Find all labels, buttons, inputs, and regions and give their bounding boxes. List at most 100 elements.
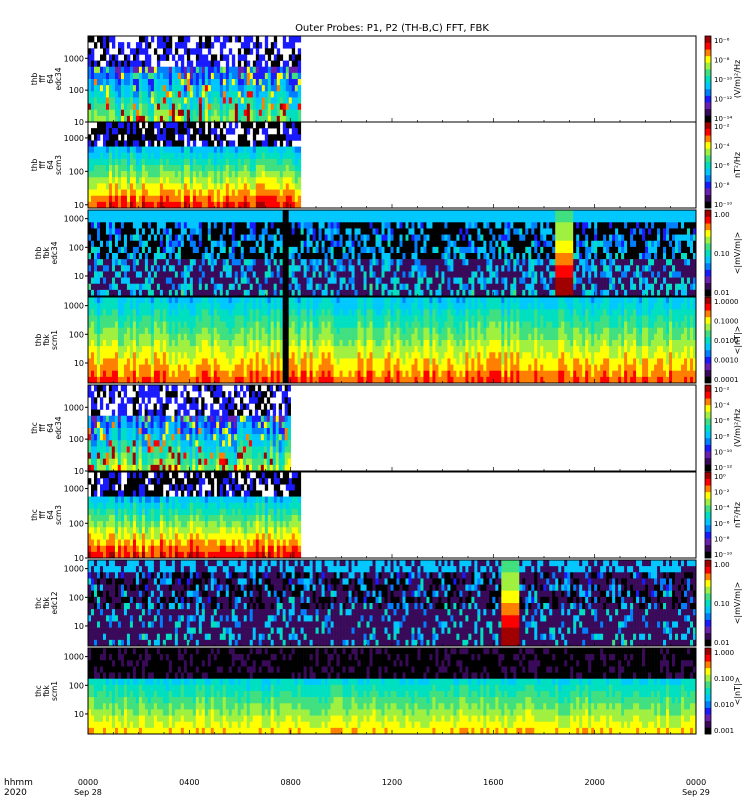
y-tick-label: 100 [69,167,84,176]
y-tick-label: 100 [69,86,84,95]
y-tick-label: 1000 [64,302,84,311]
colorbar-tick-label: 10⁻¹² [714,464,732,472]
x-corner-label-2: 2020 [4,788,27,798]
x-tick-label: 0400 [179,778,199,787]
colorbar-tick-label: 10⁰ [714,473,726,481]
colorbar-unit-label: <|nT|> [733,326,742,355]
y-tick-label: 100 [69,330,84,339]
colorbar-unit-label: (V/m)²/Hz [733,60,742,98]
y-tick-label: 1000 [64,565,84,574]
y-tick-label: 1000 [64,485,84,494]
y-tick-label: 10 [74,201,84,210]
y-tick-label: 10 [74,710,84,719]
y-tick-label: 1000 [64,54,84,63]
colorbar-tick-label: 0.0010 [714,357,739,365]
y-axis-label-line: scm1 [50,681,59,701]
x-tick-date-label: Sep 29 [682,788,710,797]
colorbar-tick-label: 1.0000 [714,298,739,306]
colorbar-tick-label: 10⁻⁶ [714,520,730,528]
colorbar-unit-label: <|mV/m|> [733,232,742,275]
y-tick-label: 10 [74,554,84,563]
colorbar-tick-label: 0.10 [714,250,730,258]
colorbar-tick-label: 10⁻² [714,489,730,497]
y-axis-label-line: scm3 [54,155,63,175]
colorbar-tick-label: 10⁻¹⁰ [714,551,732,559]
panel-heatmap [88,648,696,734]
colorbar: 1.0000.1000.0100.001<|nT|> [705,648,742,735]
colorbar-tick-label: 10⁻⁸ [714,57,730,65]
x-tick-label: 1600 [483,778,503,787]
colorbar-unit-label: nT²/Hz [733,502,742,528]
y-axis-label-line: edc12 [50,591,59,614]
y-tick-label: 100 [69,681,84,690]
colorbar-unit-label: <|mV/m|> [733,582,742,625]
y-tick-label: 10 [74,359,84,368]
y-tick-label: 1000 [64,653,84,662]
panel-heatmap [88,560,696,646]
colorbar-tick-label: 10⁻⁸ [714,182,730,190]
y-axis-label-line: edc34 [54,416,63,439]
colorbar-tick-label: 10⁻¹² [714,96,732,104]
x-tick-label: 0000 [78,778,98,787]
colorbar-tick-label: 0.10 [714,600,730,608]
colorbar-tick-label: 0.100 [714,675,734,683]
colorbar-tick-label: 0.0001 [714,376,739,384]
colorbar: 1.00 0.10 0.01 <|mV/m|> [705,560,742,647]
colorbar-tick-label: 10⁻² [714,386,730,394]
x-tick-label: 2000 [584,778,604,787]
colorbar-tick-label: 10⁻¹⁰ [714,201,732,209]
colorbar-tick-label: 0.1000 [714,318,739,326]
colorbar-tick-label: 10⁻⁸ [714,535,730,543]
y-tick-label: 10 [74,118,84,127]
y-tick-label: 10 [74,467,84,476]
colorbar-tick-label: 1.00 [714,561,730,569]
y-axis-label-line: scm1 [50,330,59,350]
y-axis-label-line: edc34 [50,241,59,264]
colorbar-tick-label: 10⁻⁶ [714,37,730,45]
panel-heatmap [88,36,301,122]
colorbar-tick-label: 10⁻⁶ [714,162,730,170]
colorbar-unit-label: <|nT|> [733,677,742,706]
y-tick-label: 10 [74,272,84,281]
y-axis-label-line: edc34 [54,67,63,90]
y-tick-label: 100 [69,593,84,602]
colorbar-tick-label: 10⁻² [714,123,730,131]
colorbar-tick-label: 1.00 [714,211,730,219]
y-tick-label: 1000 [64,215,84,224]
y-tick-label: 100 [69,519,84,528]
colorbar-tick-label: 10⁻⁴ [714,402,730,410]
panel-heatmap [88,297,696,383]
x-corner-label-1: hhmm [4,778,33,788]
panel-heatmap [88,210,696,296]
x-tick-date-label: Sep 28 [74,788,102,797]
colorbar-unit-label: (V/m)²/Hz [733,409,742,447]
colorbar-tick-label: 0.01 [714,639,730,647]
colorbar-tick-label: 0.010 [714,701,734,709]
colorbar-tick-label: 10⁻¹⁰ [714,448,732,456]
colorbar-tick-label: 10⁻¹⁰ [714,76,732,84]
x-tick-label: 0000 [686,778,706,787]
colorbar-tick-label: 0.001 [714,727,734,735]
